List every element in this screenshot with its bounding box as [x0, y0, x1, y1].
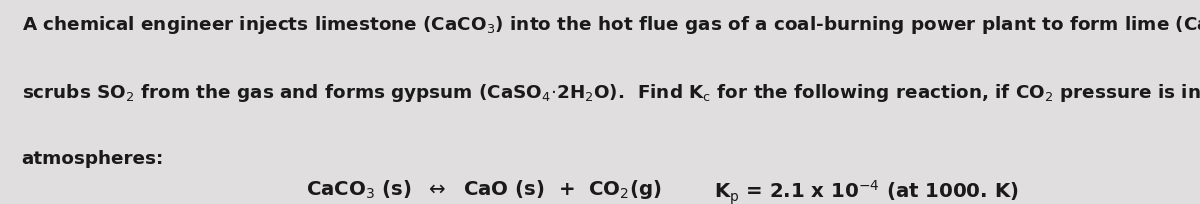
Text: K$_\mathrm{p}$ = 2.1 x 10$^{-4}$ (at 1000. K): K$_\mathrm{p}$ = 2.1 x 10$^{-4}$ (at 100…	[714, 177, 1019, 204]
Text: A chemical engineer injects limestone (CaCO$_3$) into the hot flue gas of a coal: A chemical engineer injects limestone (C…	[22, 14, 1200, 36]
Text: CaCO$_3$ (s)  $\leftrightarrow$  CaO (s)  +  CO$_2$(g): CaCO$_3$ (s) $\leftrightarrow$ CaO (s) +…	[306, 177, 661, 200]
Text: scrubs SO$_2$ from the gas and forms gypsum (CaSO$_4$$\cdot$2H$_2$O).  Find K$_\: scrubs SO$_2$ from the gas and forms gyp…	[22, 82, 1200, 103]
Text: atmospheres:: atmospheres:	[22, 149, 164, 167]
